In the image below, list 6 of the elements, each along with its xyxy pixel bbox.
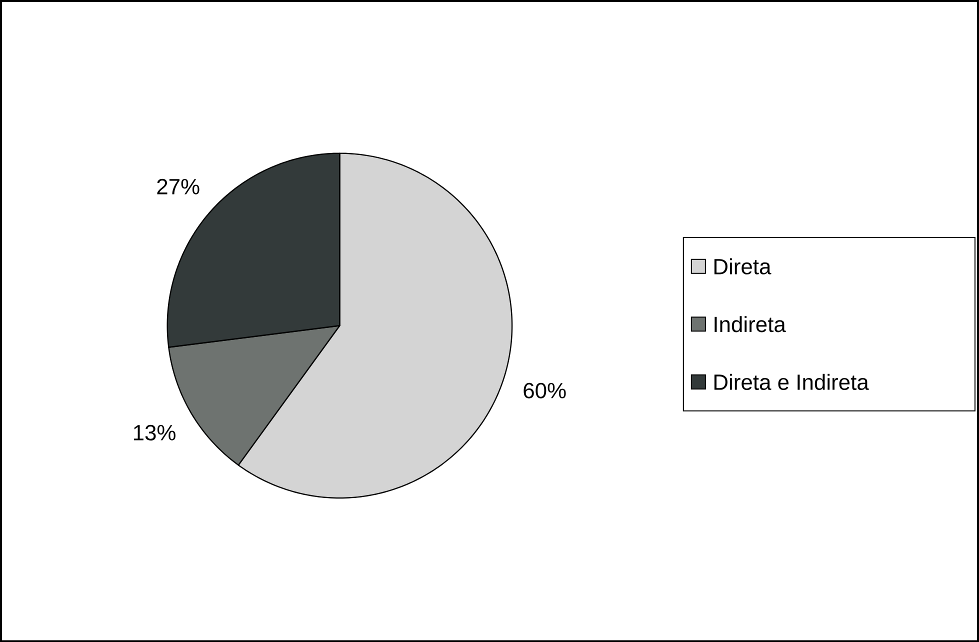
data-label: 13%	[134, 424, 176, 440]
legend-label: Direta	[714, 258, 772, 274]
data-label: 27%	[157, 178, 200, 194]
legend-label: Direta e Indireta	[714, 374, 869, 390]
data-label: 60%	[524, 382, 566, 398]
legend-label: Indireta	[714, 316, 786, 332]
